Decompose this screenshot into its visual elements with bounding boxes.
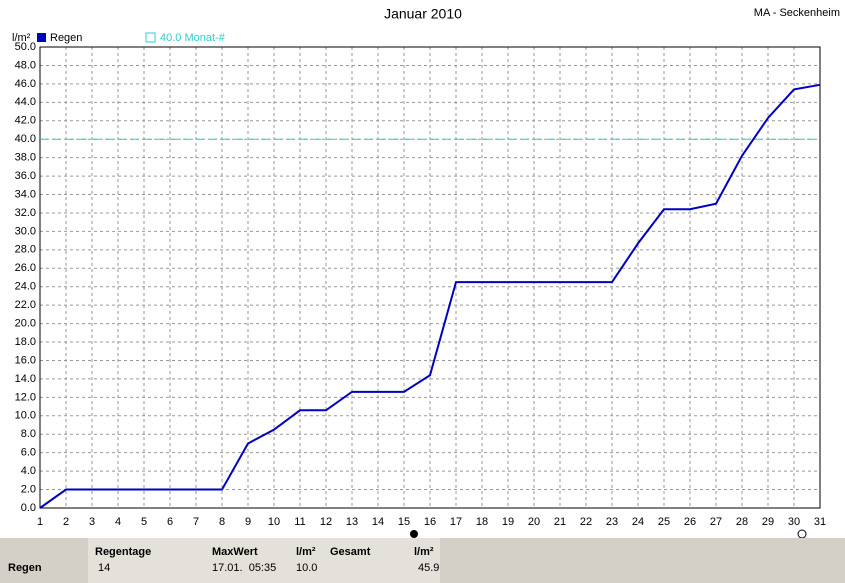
cell: 10.0 <box>296 562 318 574</box>
y-tick-label: 48.0 <box>15 59 36 71</box>
new-moon-icon <box>797 529 807 539</box>
y-tick-label: 32.0 <box>15 207 36 219</box>
full-moon-icon <box>410 530 418 538</box>
x-tick-label: 24 <box>632 516 644 528</box>
y-tick-label: 12.0 <box>15 391 36 403</box>
y-tick-label: 2.0 <box>21 483 36 495</box>
x-tick-label: 19 <box>502 516 514 528</box>
legend-swatch <box>145 32 156 43</box>
x-tick-label: 21 <box>554 516 566 528</box>
y-tick-label: 46.0 <box>15 78 36 90</box>
y-tick-label: 0.0 <box>21 502 36 514</box>
cell: 14 <box>98 562 111 574</box>
legend-label: Regen <box>50 32 82 44</box>
y-tick-label: 44.0 <box>15 96 36 108</box>
y-tick-label: 24.0 <box>15 281 36 293</box>
y-tick-label: 26.0 <box>15 262 36 274</box>
cell: 45.9 <box>418 562 440 574</box>
header: Gesamt <box>330 546 371 558</box>
x-tick-label: 11 <box>294 516 305 528</box>
x-tick-label: 1 <box>37 516 43 528</box>
x-tick-label: 2 <box>63 516 69 528</box>
y-tick-label: 4.0 <box>21 465 36 477</box>
x-tick-label: 12 <box>320 516 332 528</box>
x-tick-label: 13 <box>346 516 358 528</box>
x-tick-label: 17 <box>450 516 462 528</box>
x-tick-label: 25 <box>658 516 670 528</box>
legend-swatch <box>37 33 46 42</box>
x-tick-label: 7 <box>193 516 199 528</box>
y-tick-label: 6.0 <box>21 447 36 459</box>
header: Regentage <box>95 546 152 558</box>
y-tick-label: 20.0 <box>15 318 36 330</box>
y-tick-label: 10.0 <box>15 410 36 422</box>
x-tick-label: 31 <box>814 516 826 528</box>
x-tick-label: 16 <box>424 516 436 528</box>
y-tick-label: 50.0 <box>15 41 36 53</box>
x-tick-label: 27 <box>710 516 722 528</box>
y-axis-label: l/m² <box>12 32 31 44</box>
x-tick-label: 4 <box>115 516 121 528</box>
y-tick-label: 28.0 <box>15 244 36 256</box>
y-tick-label: 18.0 <box>15 336 36 348</box>
header: l/m² <box>296 546 316 558</box>
row-label: Regen <box>8 562 42 574</box>
x-tick-label: 18 <box>476 516 488 528</box>
y-tick-label: 16.0 <box>15 354 36 366</box>
x-tick-label: 8 <box>219 516 225 528</box>
summary-table: Regen Regentage MaxWert l/m² Gesamt l/m²… <box>0 538 845 583</box>
legend-label: 40.0 Monat-# <box>160 32 226 44</box>
header: l/m² <box>414 546 434 558</box>
y-tick-label: 34.0 <box>15 188 36 200</box>
x-tick-label: 3 <box>89 516 95 528</box>
x-tick-label: 5 <box>141 516 147 528</box>
x-tick-label: 22 <box>580 516 592 528</box>
x-tick-label: 9 <box>245 516 251 528</box>
chart: Januar 2010 MA - Seckenheim l/m² 0.0 2.0 4… <box>12 6 840 539</box>
y-tick-label: 22.0 <box>15 299 36 311</box>
cell: 17.01. 05:35 <box>212 562 277 574</box>
x-tick-label: 23 <box>606 516 618 528</box>
rain-line <box>39 83 821 509</box>
x-tick-label: 10 <box>268 516 280 528</box>
station: MA - Seckenheim <box>754 7 840 19</box>
header: MaxWert <box>212 546 258 558</box>
y-tick-label: 14.0 <box>15 373 36 385</box>
y-tick-label: 36.0 <box>15 170 36 182</box>
x-tick-label: 14 <box>372 516 384 528</box>
table-cells <box>88 538 440 583</box>
x-tick-label: 15 <box>398 516 410 528</box>
chart-title: Januar 2010 <box>384 6 462 22</box>
y-tick-label: 38.0 <box>15 152 36 164</box>
x-tick-label: 30 <box>788 516 800 528</box>
y-tick-label: 8.0 <box>21 428 36 440</box>
y-tick-label: 40.0 <box>15 133 36 145</box>
y-tick-label: 30.0 <box>15 225 36 237</box>
y-tick-label: 42.0 <box>15 115 36 127</box>
x-tick-label: 6 <box>167 516 173 528</box>
plot-frame <box>39 46 821 509</box>
x-tick-label: 28 <box>736 516 748 528</box>
x-tick-label: 29 <box>762 516 774 528</box>
x-tick-label: 26 <box>684 516 696 528</box>
x-tick-label: 20 <box>528 516 540 528</box>
